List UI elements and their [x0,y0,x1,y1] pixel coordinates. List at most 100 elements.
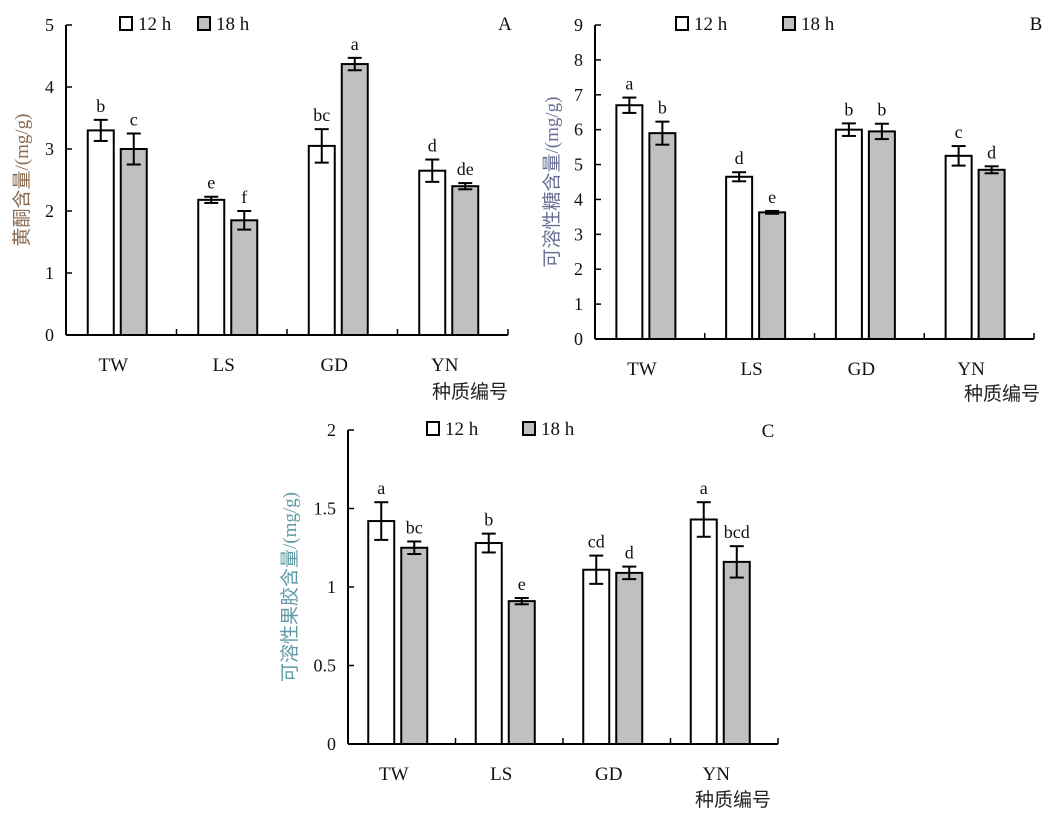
bar-12h [944,154,973,340]
legend-label: 18 h [216,14,250,35]
bar-18h [340,63,369,336]
bar-18h [977,168,1006,340]
x-tick-label: LS [490,764,512,785]
chart-panel-b: 0 1 2 3 4 5 6 7 8 9 可溶性糖含量/(mg/g) TW a b LS d e GD b b YN c d 1… [541,14,1042,405]
significance-letter: b [484,510,493,530]
bar-18h [119,148,148,336]
legend-swatch [522,421,536,436]
panel-label: B [1030,14,1043,35]
significance-letter: de [457,159,474,179]
x-tick-label: LS [741,359,763,380]
significance-letter: e [207,173,215,193]
legend-swatch [119,16,133,31]
y-tick-label: 1.5 [314,499,337,519]
legend-label: 12 h [138,14,172,35]
y-axis-label: 可溶性糖含量/(mg/g) [541,97,563,268]
x-tick-label: YN [431,355,459,376]
bar-12h [418,169,447,336]
y-tick-label: 3 [45,139,54,159]
significance-letter: b [658,98,667,118]
bar-12h [367,520,396,745]
significance-letter: a [625,74,633,94]
legend-label: 12 h [694,14,728,35]
x-tick-label: TW [627,359,657,380]
legend-label: 18 h [541,419,575,440]
y-tick-label: 4 [574,189,583,209]
panel-label: C [762,421,775,442]
x-tick-label: YN [703,764,731,785]
significance-letter: e [768,187,776,207]
bar-18h [648,132,677,340]
bar-18h [400,546,429,745]
x-tick-label: YN [957,359,985,380]
y-tick-label: 1 [327,577,336,597]
y-tick-label: 5 [45,15,54,35]
bar-12h [582,568,611,745]
legend-swatch [782,16,796,31]
legend-swatch [197,16,211,31]
y-tick-label: 0.5 [314,656,337,676]
x-axis-label: 种质编号 [964,383,1040,405]
y-tick-label: 9 [574,15,583,35]
significance-letter: cd [588,532,605,552]
legend-label: 12 h [445,419,479,440]
chart-panel-c: 0 0.5 1 1.5 2 可溶性果胶含量/(mg/g) TW a bc LS b e GD cdd YN a… [279,419,779,811]
bar-12h [834,128,863,340]
x-tick-label: LS [213,355,235,376]
bar-12h [86,129,115,336]
significance-letter: b [844,99,853,119]
bar-18h [230,219,259,336]
y-tick-label: 7 [574,85,583,105]
significance-letter: d [735,148,744,168]
significance-letter: b [96,96,105,116]
panel-label: A [498,14,512,35]
significance-letter: bc [313,105,330,125]
bar-12h [197,198,226,336]
y-tick-label: 8 [574,50,583,70]
significance-letter: e [518,574,526,594]
significance-letter: f [241,187,247,207]
significance-letter: c [955,122,963,142]
y-tick-label: 2 [45,201,54,221]
significance-letter: d [625,543,634,563]
y-tick-label: 5 [574,155,583,175]
x-axis-label: 种质编号 [695,789,771,811]
bar-12h [725,175,754,340]
bar-18h [507,600,536,745]
significance-letter: a [377,478,385,498]
x-tick-label: GD [595,764,622,785]
bar-12h [615,104,644,340]
x-axis-label: 种质编号 [432,381,508,403]
significance-letter: bcd [724,522,750,542]
significance-letter: c [130,110,138,130]
bar-18h [758,211,787,340]
y-tick-label: 0 [327,734,336,754]
legend-label: 18 h [801,14,835,35]
bar-18h [451,185,480,336]
bar-12h [474,542,503,745]
significance-letter: d [987,142,996,162]
y-tick-label: 2 [574,259,583,279]
y-tick-label: 4 [45,77,54,97]
bar-18h [722,560,751,745]
y-tick-label: 1 [45,263,54,283]
significance-letter: b [877,100,886,120]
y-tick-label: 1 [574,294,583,314]
legend-swatch [426,421,440,436]
x-tick-label: GD [848,359,875,380]
y-axis-label: 可溶性果胶含量/(mg/g) [279,492,301,682]
bar-12h [307,144,336,336]
y-tick-label: 6 [574,120,583,140]
bar-18h [615,571,644,745]
legend-swatch [675,16,689,31]
bar-18h [867,130,896,340]
bar-12h [689,518,718,745]
x-tick-label: TW [98,355,128,376]
significance-letter: a [351,34,359,54]
y-tick-label: 2 [327,420,336,440]
significance-letter: d [428,136,437,156]
y-tick-label: 0 [574,329,583,349]
x-tick-label: TW [379,764,409,785]
